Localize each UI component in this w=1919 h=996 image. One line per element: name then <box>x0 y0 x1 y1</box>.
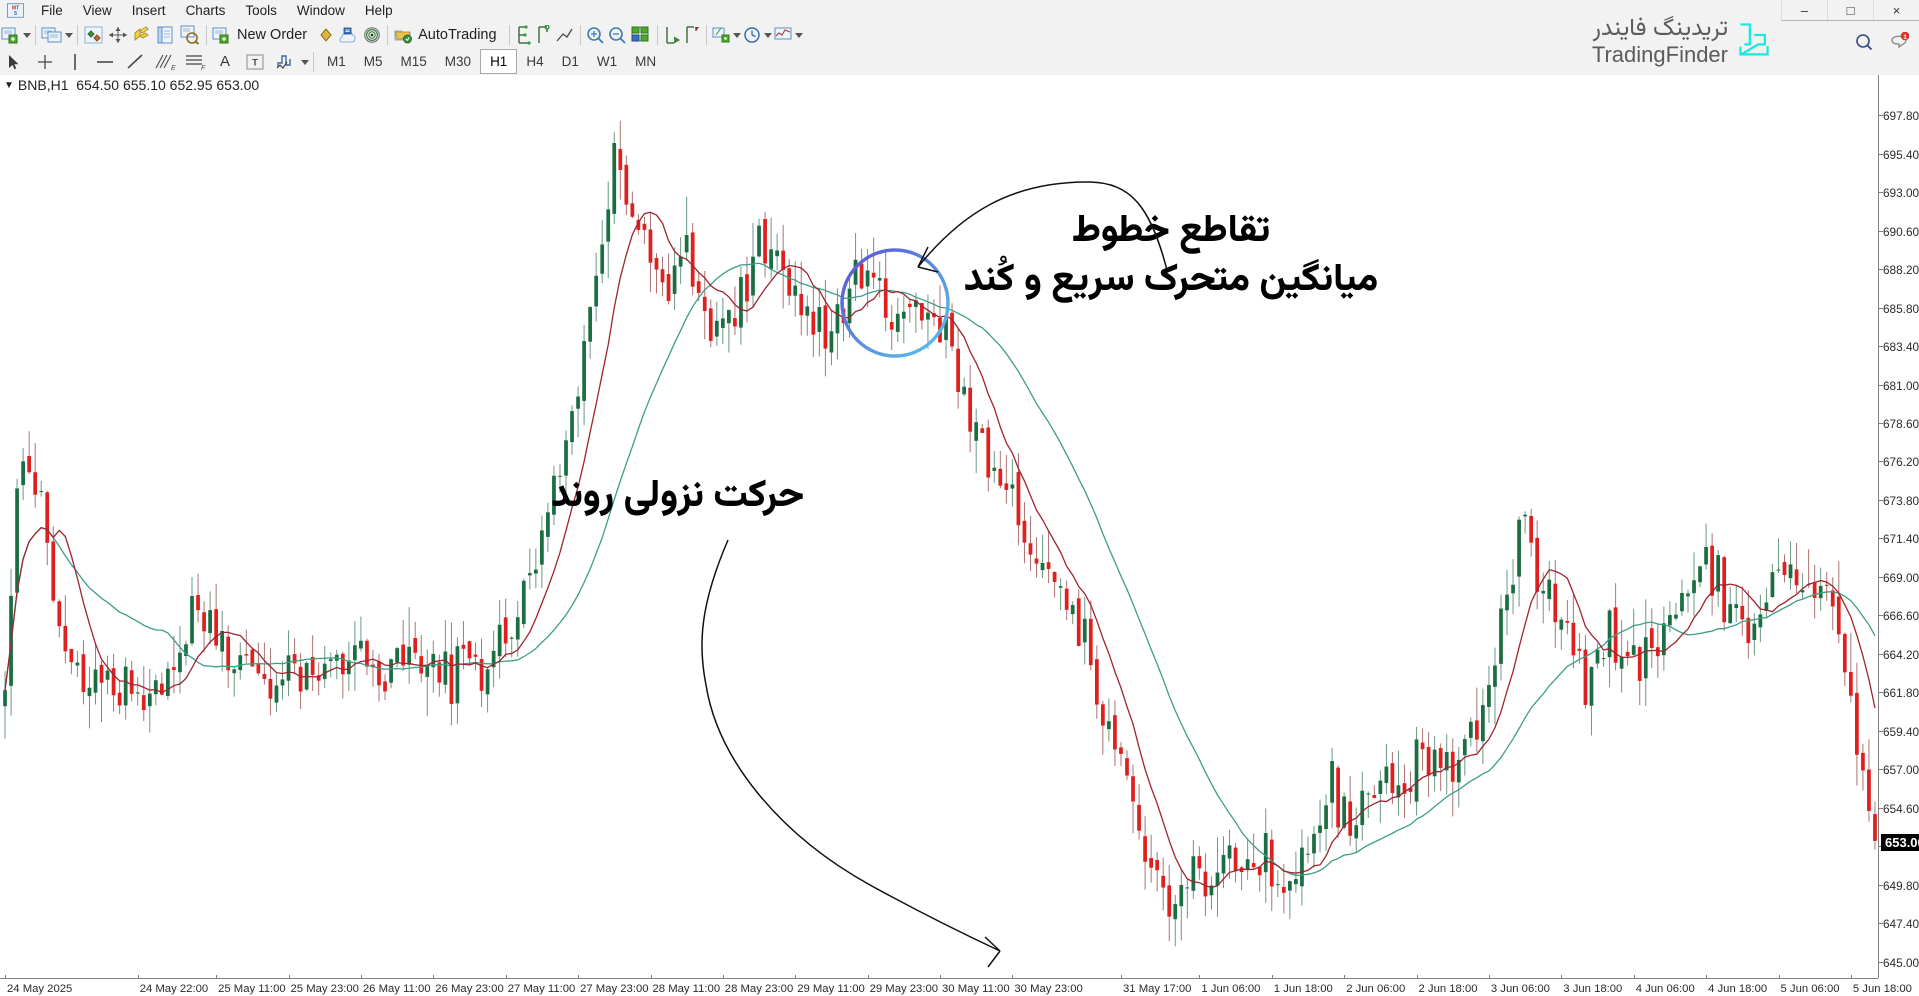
svg-text:E: E <box>171 65 176 71</box>
svg-text:1: 1 <box>1903 34 1907 41</box>
svg-text:T: T <box>252 57 258 68</box>
svg-text:5: 5 <box>14 11 17 17</box>
svg-text:F: F <box>201 65 206 71</box>
